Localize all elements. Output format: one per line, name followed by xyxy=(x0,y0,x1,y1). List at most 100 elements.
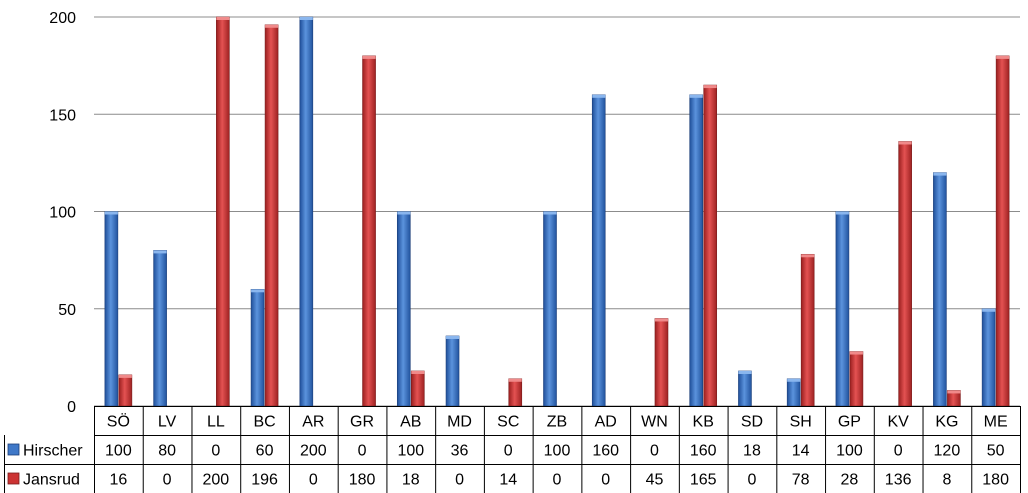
y-tick-label: 0 xyxy=(67,399,76,416)
table-cell: 0 xyxy=(504,443,513,460)
bar-jansrud-sö xyxy=(118,374,133,407)
table-cell: 78 xyxy=(792,472,810,489)
bar-top-highlight xyxy=(982,308,996,312)
table-cell: 28 xyxy=(841,472,859,489)
table-cell: 0 xyxy=(553,472,562,489)
category-label: ME xyxy=(984,414,1008,431)
bar-hirscher-bc xyxy=(250,288,265,407)
bar-jansrud-gp xyxy=(849,351,864,407)
category-label: SH xyxy=(790,414,812,431)
category-label: KG xyxy=(935,414,958,431)
table-cell: 100 xyxy=(105,443,132,460)
category-label: GR xyxy=(350,414,374,431)
table-cell: 165 xyxy=(690,472,717,489)
bar-jansrud-kv xyxy=(898,141,912,407)
bar-top-highlight xyxy=(703,85,717,89)
table-cell: 160 xyxy=(592,443,619,460)
bar-jansrud-me xyxy=(995,55,1010,407)
gridlines xyxy=(94,16,1020,407)
bar-hirscher-sh xyxy=(786,378,801,407)
bar-top-highlight xyxy=(947,390,961,394)
bar-jansrud-sh xyxy=(800,253,815,407)
table-cell: 0 xyxy=(309,472,318,489)
bar-hirscher-ab xyxy=(396,211,411,407)
table-cell: 16 xyxy=(109,472,127,489)
bar-top-highlight xyxy=(996,55,1010,59)
bar-jansrud-wn xyxy=(654,318,669,407)
category-label: ZB xyxy=(547,414,567,431)
bar-jansrud-sc xyxy=(508,378,523,407)
bar-top-highlight xyxy=(898,141,912,145)
bar-top-highlight xyxy=(787,378,801,382)
bar-top-highlight xyxy=(104,211,118,215)
category-label: AB xyxy=(400,414,421,431)
table-cell: 196 xyxy=(251,472,278,489)
legend-label-hirscher: Hirscher xyxy=(23,443,83,460)
table-cell: 60 xyxy=(256,443,274,460)
y-tick-label: 50 xyxy=(58,302,76,319)
category-label: SÖ xyxy=(107,413,130,431)
table-cell: 0 xyxy=(455,472,464,489)
table-cell: 18 xyxy=(743,443,761,460)
table-cell: 80 xyxy=(158,443,176,460)
bar-hirscher-lv xyxy=(153,250,167,407)
table-cell: 180 xyxy=(982,472,1009,489)
bar-hirscher-ar xyxy=(299,16,314,407)
bar-jansrud-gr xyxy=(362,55,376,407)
table-cell: 100 xyxy=(836,443,863,460)
bar-top-highlight xyxy=(299,17,313,20)
bar-top-highlight xyxy=(835,211,849,215)
bar-top-highlight xyxy=(654,318,668,322)
bar-top-highlight xyxy=(397,211,411,215)
table-cell: 14 xyxy=(499,472,517,489)
legend-swatch-hirscher xyxy=(7,443,20,456)
table-cell: 160 xyxy=(690,443,717,460)
bar-hirscher-gp xyxy=(835,211,850,407)
category-label: KB xyxy=(693,414,714,431)
table-cell: 0 xyxy=(358,443,367,460)
data-table: SÖ LV LL BC AR GR AB MD SC ZB AD WN KB SD SH GP KV KG ME Hi… xyxy=(4,406,1021,493)
category-label: LL xyxy=(207,414,225,431)
table-cell: 0 xyxy=(747,472,756,489)
bar-hirscher-md xyxy=(445,335,460,407)
bar-top-highlight xyxy=(153,250,167,254)
table-cell: 0 xyxy=(894,443,903,460)
bar-top-highlight xyxy=(933,172,947,176)
table-cell: 200 xyxy=(202,472,229,489)
bar-top-highlight xyxy=(216,17,230,20)
category-label: SC xyxy=(497,414,519,431)
category-label: AR xyxy=(302,414,324,431)
bar-jansrud-ab xyxy=(410,370,425,407)
y-axis: 0 50 100 150 200 xyxy=(49,10,76,416)
bar-top-highlight xyxy=(362,55,376,59)
table-cell: 136 xyxy=(885,472,912,489)
y-tick-label: 200 xyxy=(49,10,76,27)
bar-top-highlight xyxy=(801,254,815,258)
table-cell: 0 xyxy=(650,443,659,460)
table-cell: 0 xyxy=(601,472,610,489)
bar-top-highlight xyxy=(265,24,279,28)
bar-hirscher-kb xyxy=(689,94,704,407)
bar-jansrud-bc xyxy=(264,24,279,407)
table-cell: 50 xyxy=(987,443,1005,460)
bar-top-highlight xyxy=(543,211,557,215)
bar-top-highlight xyxy=(251,289,265,293)
table-cell: 14 xyxy=(792,443,810,460)
bar-top-highlight xyxy=(411,370,425,374)
category-label: MD xyxy=(447,414,472,431)
y-tick-label: 100 xyxy=(49,205,76,222)
legend-label-jansrud: Jansrud xyxy=(23,472,80,489)
bar-hirscher-sd xyxy=(738,370,752,407)
bar-hirscher-sö xyxy=(104,211,119,407)
bar-top-highlight xyxy=(849,351,863,355)
bar-top-highlight xyxy=(738,370,752,374)
bar-hirscher-ad xyxy=(591,94,606,407)
bar-hirscher-zb xyxy=(543,211,557,407)
legend-swatch-jansrud xyxy=(7,472,20,485)
category-label: AD xyxy=(595,414,617,431)
bar-hirscher-me xyxy=(981,308,996,407)
bar-top-highlight xyxy=(508,378,522,382)
table-cell: 100 xyxy=(397,443,424,460)
category-label: GP xyxy=(838,414,861,431)
